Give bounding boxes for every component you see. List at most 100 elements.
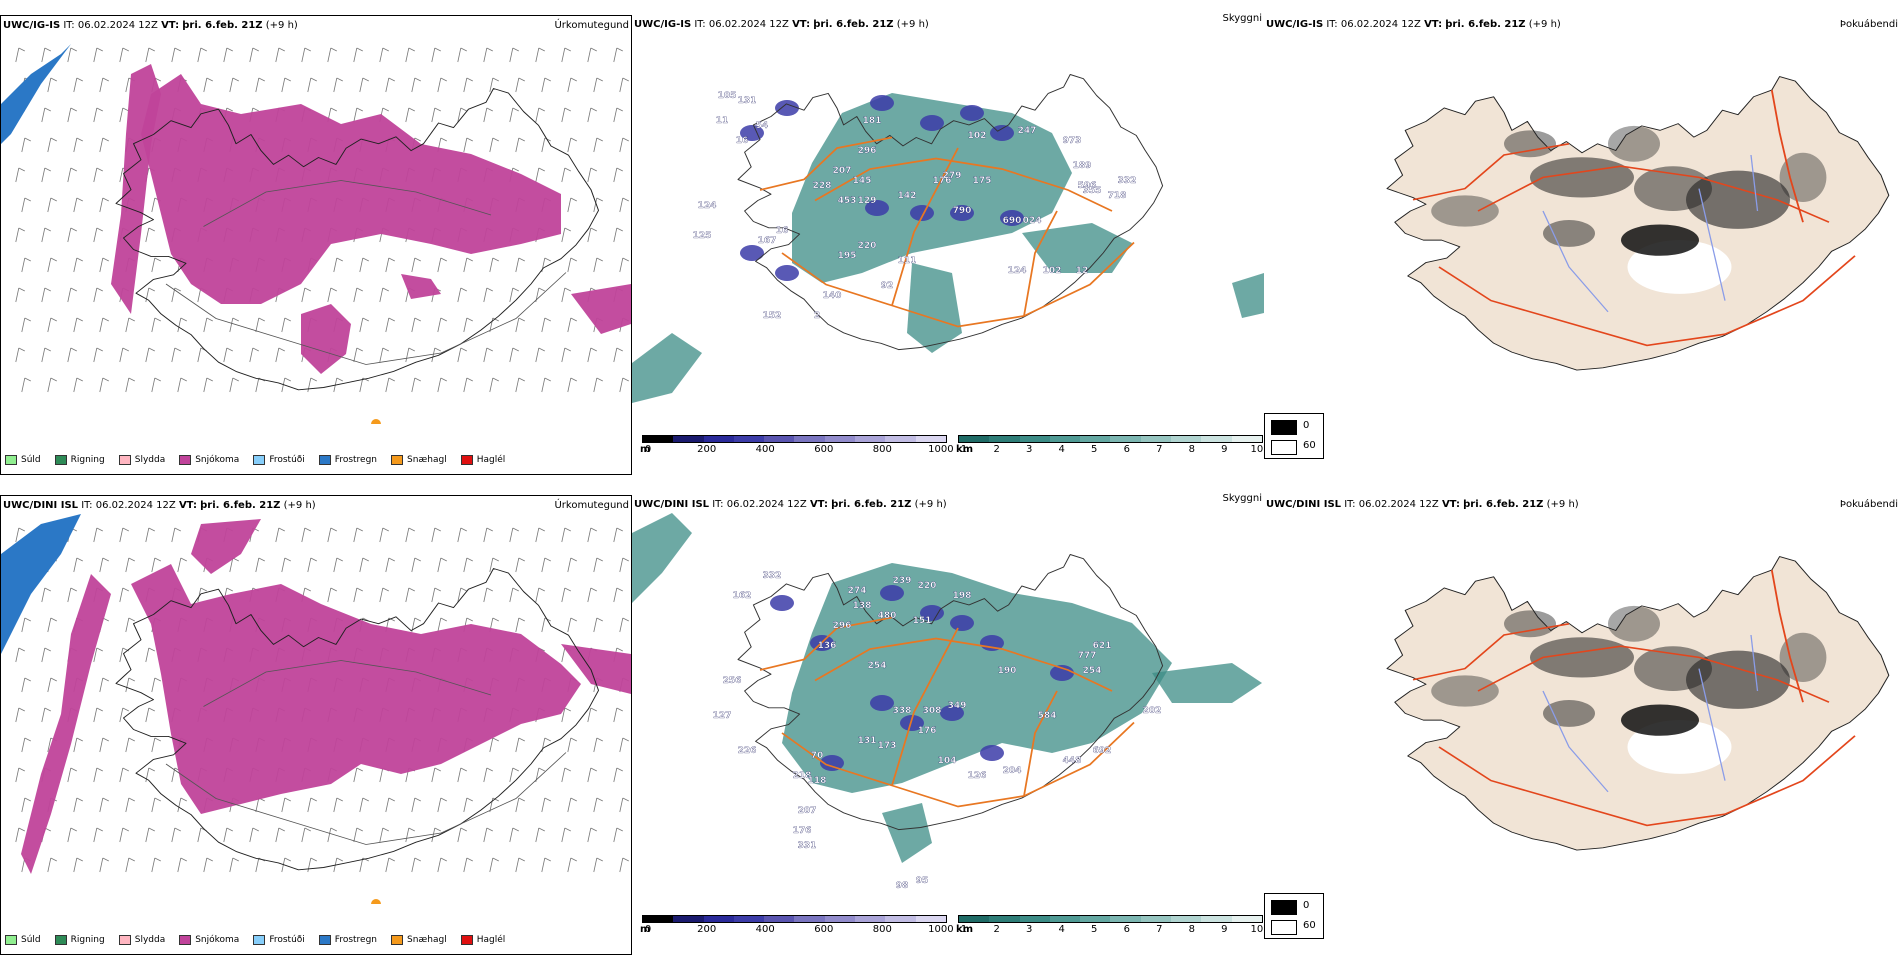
wind-barb [73, 197, 78, 213]
wind-barb [570, 317, 577, 322]
vt-label: VT: [1441, 499, 1460, 510]
wind-barb [151, 797, 156, 813]
fog-patch [1543, 699, 1595, 727]
visibility-panel: UWC/IG-IS IT: 06.02.2024 12Z VT: þri. 6.… [632, 13, 1264, 475]
wind-barb [587, 587, 592, 603]
wind-barb [148, 827, 155, 832]
wind-barb [122, 47, 129, 52]
visibility-value-label: 151 [913, 616, 932, 626]
wind-barb [258, 557, 265, 562]
colorbar-segment [1110, 436, 1141, 442]
visibility-value-label: 973 [1063, 136, 1082, 146]
freezing-rain-area [1, 514, 81, 654]
wind-barb [359, 77, 364, 93]
wind-barb [544, 557, 551, 562]
colorbar-strip [958, 915, 1263, 923]
wind-barb [232, 317, 239, 322]
wind-barb [518, 557, 525, 562]
wind-barb [382, 107, 389, 112]
wind-barb [229, 77, 234, 93]
wind-barb [382, 527, 389, 532]
lead-time: (+9 h) [1546, 499, 1579, 510]
wind-barb [310, 797, 317, 802]
visibility-value-label: 279 [943, 171, 962, 181]
wind-barb [408, 107, 415, 112]
wind-barb [388, 317, 395, 322]
wind-barb [96, 167, 103, 172]
wind-barb [616, 47, 623, 52]
wind-barb [44, 587, 51, 592]
wind-barb [278, 347, 285, 352]
wind-barb [613, 227, 618, 243]
wind-barb [154, 377, 161, 382]
wind-barb [564, 767, 571, 772]
vt-label: VT: [1424, 19, 1443, 30]
wind-barb [590, 47, 597, 52]
wind-barb [128, 857, 135, 862]
wind-barb [18, 227, 25, 232]
colorbar-tick-label: 400 [755, 924, 775, 935]
wind-barb [125, 77, 130, 93]
wind-barb [67, 587, 72, 603]
wind-barb [570, 377, 577, 382]
wind-barb [515, 617, 520, 633]
wind-barb [561, 287, 566, 303]
wind-barb [385, 857, 390, 873]
wind-barb [616, 587, 623, 592]
wind-barb [174, 287, 181, 292]
low-visibility-m-area [870, 95, 894, 111]
wind-barb [619, 137, 624, 153]
wind-barb [102, 377, 109, 382]
wind-barb [125, 377, 130, 393]
wind-barb [515, 557, 520, 573]
legend-label: Haglél [476, 455, 506, 465]
wind-barb [145, 707, 150, 723]
wind-barb [47, 317, 52, 333]
wind-barb [223, 827, 228, 843]
wind-barb [515, 857, 520, 873]
colorbar-tick-label: 0 [644, 924, 652, 935]
wind-barb [408, 47, 415, 52]
vt-value: þri. 6.feb. 21Z [813, 19, 894, 30]
river-line [1542, 690, 1609, 793]
wind-barb [353, 827, 358, 843]
wind-barb [151, 557, 156, 573]
visibility-value-label: 220 [918, 581, 937, 591]
wind-barb [70, 167, 77, 172]
wind-barb [125, 617, 130, 633]
wind-barb [622, 257, 629, 262]
it-label: IT: [1344, 499, 1356, 510]
wind-barb [587, 707, 592, 723]
wind-barb [18, 287, 25, 292]
wind-barb [356, 287, 363, 292]
legend-item: Súld [5, 455, 41, 465]
wind-barb [330, 287, 337, 292]
wind-barb [483, 587, 488, 603]
wind-barb [171, 287, 176, 303]
colorbar-tick-label: 2 [993, 924, 1000, 935]
low-visibility-km-area [907, 263, 962, 353]
wind-barb [596, 377, 603, 382]
wind-barb [93, 647, 98, 663]
wind-barb [154, 677, 161, 682]
wind-barb [41, 587, 46, 603]
low-visibility-m-area [920, 115, 944, 131]
wind-barb [73, 737, 78, 753]
wind-barb [509, 107, 514, 123]
wind-barb [206, 77, 213, 82]
wind-barb [99, 797, 104, 813]
wind-barb [21, 317, 26, 333]
wind-barb [434, 587, 441, 592]
visibility-value-label: 296 [858, 146, 877, 156]
panel-title: Skyggni [1222, 13, 1262, 24]
wind-barb [310, 77, 317, 82]
wind-barb [67, 287, 72, 303]
wind-barb [489, 137, 494, 153]
wind-barb [21, 197, 26, 213]
low-visibility-m-area [870, 695, 894, 711]
visibility-value-label: 105 [718, 91, 737, 101]
wind-barb [544, 377, 551, 382]
wind-barb [405, 347, 410, 363]
wind-barb [154, 257, 161, 262]
visibility-value-label: 162 [733, 591, 752, 601]
